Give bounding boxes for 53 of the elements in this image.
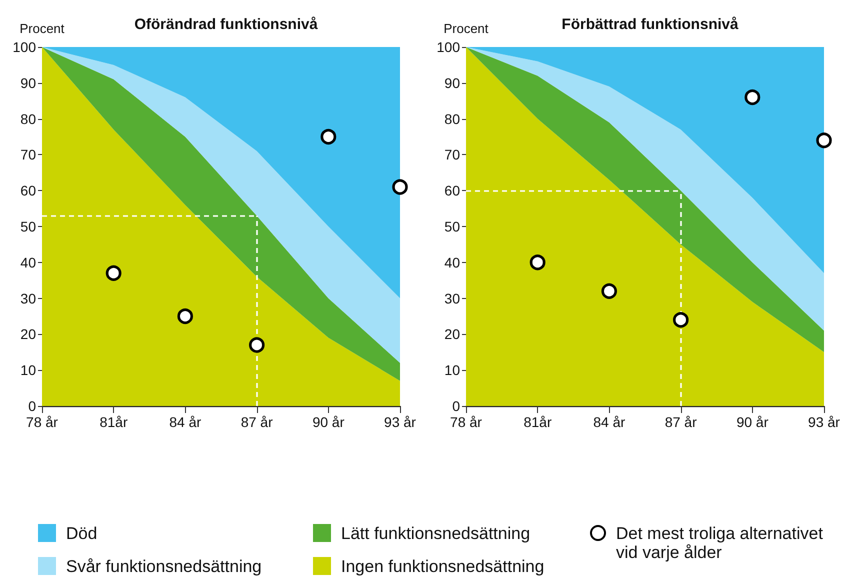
point [392, 179, 408, 195]
y-tick-label: 50 [444, 218, 460, 234]
y-tick-label: 40 [444, 254, 460, 270]
y-tick-label: 90 [20, 74, 36, 91]
point [530, 254, 546, 270]
y-tick-label: 60 [20, 182, 36, 199]
point [673, 312, 689, 328]
y-tick-label: 30 [20, 290, 36, 306]
y-tick-label: 100 [12, 39, 36, 55]
y-tick-label: 60 [444, 182, 460, 199]
y-tick-label: 30 [444, 290, 460, 306]
x-tick-label: 78 år [26, 414, 58, 430]
point [177, 308, 193, 324]
y-tick-label: 20 [444, 326, 460, 342]
chart-title: Förbättrad funktionsnivå [562, 16, 739, 33]
y-tick-label: 20 [20, 326, 36, 342]
y-tick-label: 80 [444, 110, 460, 127]
y-tick-label: 90 [444, 74, 460, 91]
x-tick-label: 87 år [664, 414, 698, 430]
legend-label: Svår funktionsnedsättning [66, 557, 262, 576]
y-tick-label: 10 [444, 362, 460, 378]
x-tick-label: 78 år [450, 414, 482, 430]
point [601, 283, 617, 299]
legend-label: Död [66, 524, 98, 543]
point [249, 337, 265, 353]
x-tick-label: 84 år [593, 414, 626, 430]
y-tick-label: 70 [20, 146, 36, 163]
y-tick-label: 80 [20, 110, 36, 127]
x-tick-label: 87 år [240, 414, 274, 430]
point [816, 132, 832, 148]
y-tick-label: 70 [444, 146, 460, 163]
y-axis-title: Procent [20, 21, 65, 36]
point [744, 89, 760, 106]
legend-label: Ingen funktionsnedsättning [341, 557, 544, 576]
x-tick-label: 93 år [808, 414, 840, 430]
x-tick-label: 84 år [169, 414, 202, 430]
x-tick-label: 90 år [312, 414, 345, 430]
x-tick-label: 81år [100, 414, 128, 430]
y-tick-label: 50 [20, 218, 36, 234]
y-tick-label: 10 [20, 362, 36, 378]
x-tick-label: 90 år [736, 414, 769, 430]
legend-label: Lätt funktionsnedsättning [341, 524, 530, 543]
y-tick-label: 100 [436, 39, 460, 55]
y-tick-label: 0 [452, 398, 460, 414]
chart-title: Oförändrad funktionsnivå [134, 16, 318, 33]
x-tick-label: 93 år [384, 414, 416, 430]
y-tick-label: 40 [20, 254, 36, 270]
point [320, 128, 336, 145]
legend-label: Det mest troliga alternativet vid varje ålder [616, 524, 824, 562]
y-tick-label: 0 [28, 398, 36, 414]
x-tick-label: 81år [524, 414, 552, 430]
point [106, 265, 122, 281]
y-axis-title: Procent [444, 21, 489, 36]
